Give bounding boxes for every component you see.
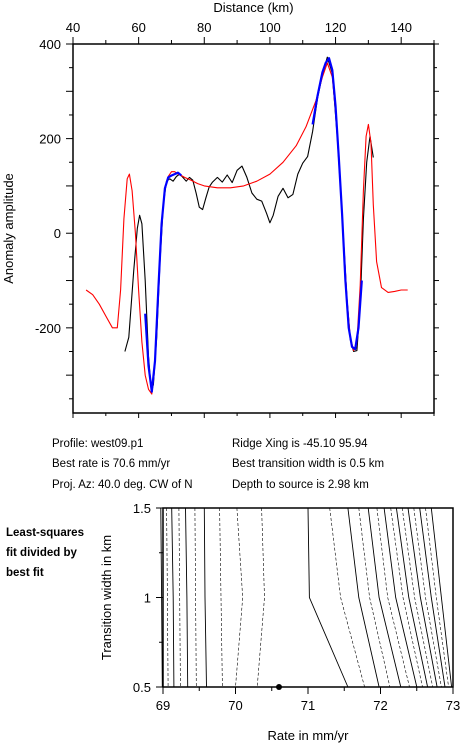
misfit-contour-line <box>367 507 402 688</box>
contour-y-tick-label: 0.5 <box>133 680 151 695</box>
misfit-contour-line <box>194 507 197 688</box>
misfit-contour-line <box>235 507 244 688</box>
contour-axis-ticks: 69 70 71 72 73 0.5 1 1.5 <box>133 501 460 713</box>
misfit-contour-line <box>376 507 410 688</box>
contour-y-tick-label: 1.5 <box>133 501 151 516</box>
profile-x-tick-label: 80 <box>197 20 211 35</box>
misfit-contour-line <box>430 507 453 688</box>
contour-x-tick-label: 73 <box>446 698 460 713</box>
contour-x-tick-label: 72 <box>373 698 387 713</box>
contour-x-tick-label: 70 <box>228 698 242 713</box>
best-fit-point <box>276 684 282 690</box>
profile-axis-ticks: 40 60 80 100 120 140 400 200 0 -200 <box>35 20 439 418</box>
misfit-contour-line <box>178 507 181 688</box>
profile-x-tick-label: 60 <box>131 20 145 35</box>
misfit-contour-line <box>358 507 391 688</box>
misfit-contour-line <box>407 507 438 688</box>
misfit-contour-line <box>347 507 380 688</box>
contour-x-tick-label: 69 <box>156 698 170 713</box>
misfit-contour-line <box>219 507 223 688</box>
misfit-contour-line <box>425 507 449 688</box>
profile-series-line-3 <box>311 57 363 351</box>
misfit-contour-chart: 69 70 71 72 73 0.5 1 1.5 Rate in mm/yr Transiti… <box>99 501 460 743</box>
profile-y-tick-label: 200 <box>39 132 61 147</box>
misfit-note-line: best fit <box>6 567 44 579</box>
misfit-contour-group <box>160 507 453 688</box>
profile-x-tick-label: 100 <box>259 20 281 35</box>
profile-y-tick-label: -200 <box>35 321 61 336</box>
profile-name-text: Profile: west09.p1 <box>52 438 144 450</box>
contour-y-axis-title: Transition width in km <box>99 535 114 660</box>
misfit-note-line: Least-squares <box>6 527 84 539</box>
misfit-legend-note: Least-squares fit divided by best fit <box>6 523 116 583</box>
misfit-contour-line <box>185 507 189 688</box>
profile-x-axis-title: Distance (km) <box>213 0 293 15</box>
anomaly-profile-chart: 40 60 80 100 120 140 400 200 0 -200 Distance (km)… <box>1 0 439 418</box>
contour-x-axis-title: Rate in mm/yr <box>268 728 350 743</box>
misfit-contour-line <box>395 507 429 688</box>
profile-series-line-1 <box>85 62 408 395</box>
misfit-contour-line <box>401 507 433 688</box>
contour-y-tick-label: 1 <box>144 591 151 606</box>
profile-plot-frame <box>72 43 435 414</box>
misfit-contour-line <box>419 507 446 688</box>
misfit-contour-line <box>171 507 175 688</box>
misfit-contour-line <box>329 507 365 688</box>
misfit-contour-line <box>256 507 265 688</box>
ridge-crossing-text: Ridge Xing is -45.10 95.94 <box>232 438 368 450</box>
misfit-note-line: fit divided by <box>6 547 77 559</box>
misfit-contour-line <box>383 507 418 688</box>
best-width-text: Best transition width is 0.5 km <box>232 458 385 470</box>
contour-x-tick-label: 71 <box>301 698 315 713</box>
misfit-contour-line <box>390 507 423 688</box>
profile-y-tick-label: 400 <box>39 37 61 52</box>
misfit-contour-line <box>307 507 349 688</box>
misfit-contour-line <box>166 507 169 688</box>
misfit-contour-line <box>203 507 207 688</box>
profile-y-axis-title: Anomaly amplitude <box>1 173 16 284</box>
profile-x-tick-label: 40 <box>66 20 80 35</box>
profile-y-tick-label: 0 <box>54 226 61 241</box>
source-depth-text: Depth to source is 2.98 km <box>232 479 369 491</box>
profile-x-tick-label: 120 <box>325 20 347 35</box>
profile-series-line-2 <box>144 171 183 393</box>
projection-azimuth-text: Proj. Az: 40.0 deg. CW of N <box>52 479 193 491</box>
best-rate-text: Best rate is 70.6 mm/yr <box>52 458 171 470</box>
profile-x-tick-label: 140 <box>390 20 412 35</box>
profile-series-group <box>85 56 408 395</box>
misfit-contour-line <box>413 507 442 688</box>
